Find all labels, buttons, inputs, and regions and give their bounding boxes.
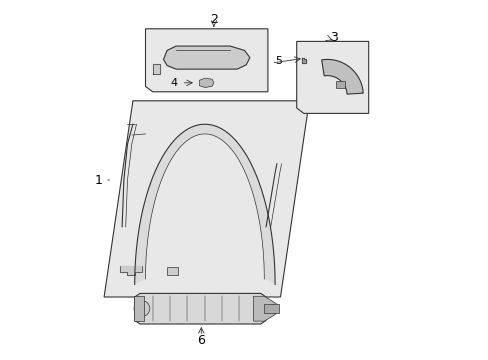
Polygon shape — [163, 46, 249, 69]
Bar — [167, 267, 178, 275]
Polygon shape — [199, 78, 213, 87]
Text: 4: 4 — [170, 78, 178, 88]
Text: 2: 2 — [209, 13, 217, 26]
Polygon shape — [296, 41, 368, 113]
Polygon shape — [152, 64, 160, 74]
FancyBboxPatch shape — [264, 304, 278, 313]
Bar — [336, 81, 345, 88]
Text: 6: 6 — [197, 334, 205, 347]
Polygon shape — [120, 266, 142, 275]
Polygon shape — [145, 29, 267, 92]
Polygon shape — [253, 296, 278, 321]
Circle shape — [134, 301, 149, 316]
Polygon shape — [321, 59, 363, 94]
Polygon shape — [134, 124, 275, 284]
Text: 5: 5 — [275, 56, 282, 66]
Polygon shape — [104, 101, 309, 297]
Polygon shape — [302, 58, 306, 63]
FancyBboxPatch shape — [133, 296, 143, 321]
Polygon shape — [134, 293, 265, 324]
Text: 3: 3 — [330, 31, 338, 44]
Text: 1: 1 — [95, 174, 102, 186]
